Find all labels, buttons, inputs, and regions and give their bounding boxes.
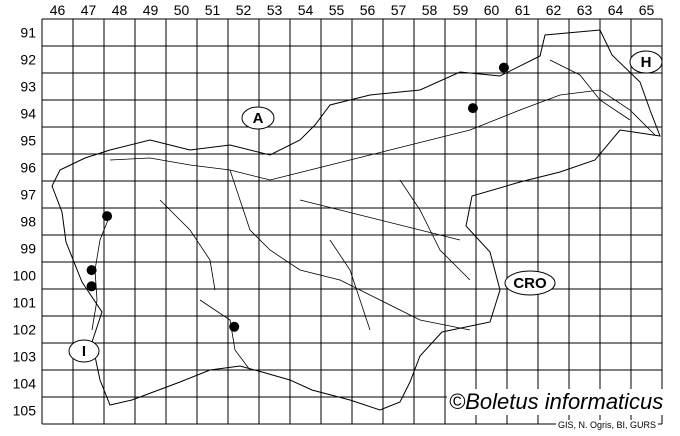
- record-point: [229, 321, 240, 332]
- record-point: [467, 103, 478, 114]
- column-label: 51: [205, 2, 221, 18]
- record-points: [86, 62, 509, 332]
- column-label: 55: [329, 2, 345, 18]
- column-label: 47: [81, 2, 97, 18]
- column-label: 60: [484, 2, 500, 18]
- column-labels: 46 47 48 49 50 51 52 53 54 55 56 57 58 59 60 61 62 63 64 65: [50, 2, 655, 18]
- column-label: 46: [50, 2, 66, 18]
- row-label: 105: [13, 403, 37, 419]
- column-label: 59: [453, 2, 469, 18]
- record-point: [86, 265, 97, 276]
- row-label: 96: [20, 160, 36, 176]
- record-point: [498, 62, 509, 73]
- country-labels: A H CRO I: [68, 50, 663, 363]
- row-label: 92: [20, 52, 36, 68]
- column-label: 65: [639, 2, 655, 18]
- column-label: 64: [608, 2, 624, 18]
- column-label: 56: [360, 2, 376, 18]
- column-label: 48: [112, 2, 128, 18]
- row-labels: 91 92 93 94 95 96 97 98 99 100 101 102 103 104 105: [13, 25, 37, 419]
- row-label: 95: [20, 133, 36, 149]
- row-label: 97: [20, 187, 36, 203]
- label-hungary: H: [641, 54, 652, 71]
- credit-title: ©Boletus informaticus: [447, 389, 666, 415]
- column-label: 63: [577, 2, 593, 18]
- record-point: [102, 211, 113, 222]
- row-label: 100: [13, 268, 37, 284]
- row-label: 93: [20, 79, 36, 95]
- row-label: 99: [20, 241, 36, 257]
- column-label: 53: [267, 2, 283, 18]
- row-label: 94: [20, 106, 36, 122]
- column-label: 54: [298, 2, 314, 18]
- row-label: 101: [13, 295, 37, 311]
- column-label: 58: [422, 2, 438, 18]
- grid-lines: [41, 18, 663, 425]
- column-label: 61: [515, 2, 531, 18]
- credit-sources: GIS, N. Ogris, BI, GURS: [556, 420, 659, 430]
- record-point: [86, 281, 97, 292]
- slovenia-border: [51, 29, 661, 411]
- row-label: 91: [20, 25, 36, 41]
- column-label: 49: [143, 2, 159, 18]
- label-italy: I: [82, 343, 86, 360]
- column-label: 62: [546, 2, 562, 18]
- label-austria: A: [253, 110, 264, 127]
- row-label: 104: [13, 376, 37, 392]
- column-label: 50: [174, 2, 190, 18]
- column-label: 57: [391, 2, 407, 18]
- rivers: [91, 59, 656, 371]
- row-label: 98: [20, 214, 36, 230]
- row-label: 102: [13, 322, 37, 338]
- column-label: 52: [236, 2, 252, 18]
- label-croatia: CRO: [513, 275, 547, 292]
- row-label: 103: [13, 349, 37, 365]
